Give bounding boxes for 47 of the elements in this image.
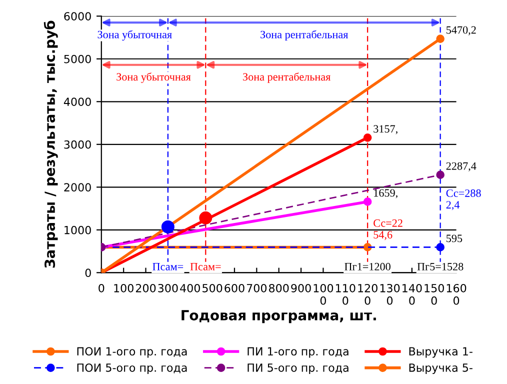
annotation: Сс=288 2,4: [446, 189, 481, 210]
x-tick-label: 110 0: [336, 284, 356, 305]
legend-label: Выручка 1-: [409, 347, 472, 358]
ref-line-label: Зона убыточная: [116, 72, 191, 83]
x-tick-label: 900: [291, 284, 311, 292]
x-tick-label: 100: [114, 284, 134, 292]
x-tick-label: 120 0: [358, 284, 378, 305]
x-tick-label: 700: [246, 284, 267, 292]
x-tick-label: 400: [180, 284, 200, 292]
x-tick-label: 0: [98, 284, 104, 292]
x-tick-label: 600: [224, 284, 244, 292]
data-label: 1659,: [374, 189, 398, 198]
y-tick-label: 5000: [64, 54, 91, 64]
x-tick-label: 160 0: [446, 284, 466, 305]
y-tick-label: 1000: [64, 226, 91, 234]
y-tick-label: 2000: [64, 183, 91, 192]
legend-label: ПОИ 5-ого пр. года: [77, 363, 187, 374]
annotation: Псам=: [152, 263, 184, 270]
x-tick-label: 100 0: [314, 284, 334, 305]
x-tick-label: 500: [202, 284, 222, 292]
annotation: Сс=22 54,6: [374, 219, 402, 240]
annotation: Псам=: [190, 263, 221, 270]
x-tick-label: 300: [158, 284, 178, 292]
legend-label: ПОИ 1-ого пр. года: [77, 347, 187, 358]
y-tick-label: 4000: [64, 98, 91, 106]
x-tick-label: 200: [136, 284, 156, 292]
annotation: Пг1=1200: [344, 262, 390, 270]
ref-line-label: Зона убыточная: [98, 30, 172, 41]
data-label: 3157,: [374, 125, 398, 134]
x-tick-label: 130 0: [380, 284, 400, 305]
ref-line-label: Зона рентабельная: [243, 72, 330, 83]
data-label: 2287,4: [446, 162, 476, 172]
data-label: 595: [446, 234, 462, 242]
data-label: 5470,2: [446, 26, 476, 36]
y-tick-label: 0: [85, 268, 91, 278]
x-tick-label: 800: [269, 284, 289, 292]
annotation: Пг5=1528: [417, 262, 464, 270]
x-axis-title: Годовая программа, шт.: [182, 310, 376, 324]
legend-label: ПИ 1-ого пр. года: [248, 347, 348, 358]
legend-label: Выручка 5-: [409, 364, 472, 374]
x-tick-label: 150 0: [424, 284, 444, 305]
y-tick-label: 3000: [64, 140, 91, 149]
x-tick-label: 140 0: [402, 284, 422, 305]
legend-label: ПИ 5-ого пр. года: [248, 364, 348, 374]
ref-line-label: Зона рентабельная: [260, 30, 348, 41]
y-tick-label: 6000: [64, 12, 91, 21]
y-axis-title: Затраты / результаты, тыс.руб: [44, 20, 58, 268]
